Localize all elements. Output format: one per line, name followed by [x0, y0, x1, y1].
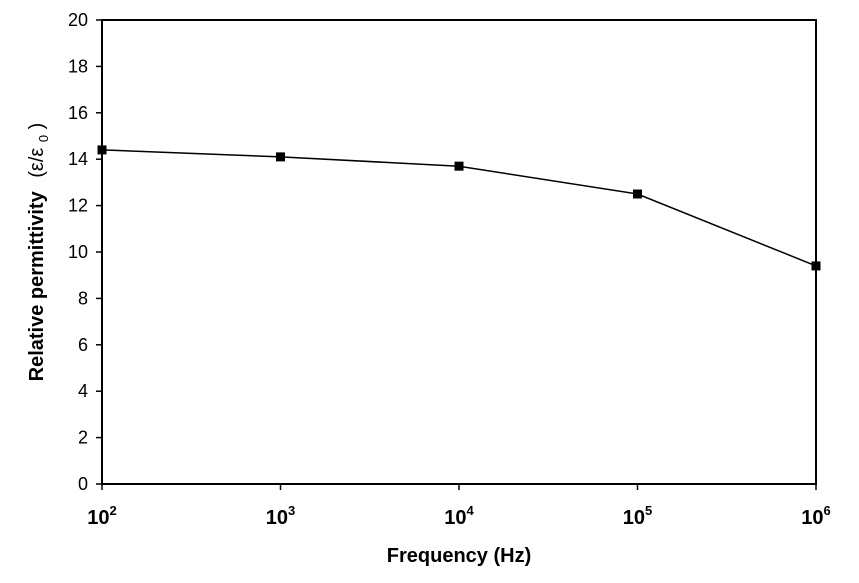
- x-tick-label: 104: [444, 503, 474, 529]
- y-tick-label: 20: [68, 10, 88, 30]
- y-axis-label-symbol-sub: 0: [36, 135, 51, 142]
- y-axis-label-symbol-open: (ε/ε: [26, 148, 48, 178]
- y-axis-label: Relative permittivity (ε/ε 0 ): [26, 123, 53, 382]
- data-point-marker: [811, 261, 821, 271]
- x-axis-label: Frequency (Hz): [387, 545, 531, 567]
- y-tick-label: 12: [68, 196, 88, 216]
- series-layer: [97, 145, 821, 271]
- x-tick-exponent: 5: [645, 503, 652, 518]
- data-point-marker: [276, 152, 285, 162]
- y-tick-label: 16: [68, 103, 88, 123]
- x-axis-ticks: 102 103 104 105 106: [87, 484, 831, 529]
- x-tick-label: 106: [801, 503, 830, 529]
- y-tick-label: 8: [78, 288, 88, 308]
- x-tick-base: 10: [87, 507, 109, 529]
- y-tick-label: 14: [68, 149, 88, 169]
- y-axis-label-main: Relative permittivity: [26, 190, 48, 381]
- y-axis-label-symbol-close: ): [26, 123, 48, 130]
- x-tick-exponent: 4: [467, 503, 475, 518]
- x-tick-base: 10: [801, 507, 823, 529]
- y-tick-label: 0: [78, 474, 88, 494]
- plot-area-frame: [101, 19, 817, 485]
- x-tick-label: 103: [266, 503, 295, 529]
- data-point-marker: [633, 189, 642, 199]
- y-axis-ticks: 0 2 4 6 8 10 12 14 16 18 20: [68, 10, 102, 494]
- data-point-marker: [454, 161, 464, 171]
- x-tick-base: 10: [444, 507, 466, 529]
- x-tick-exponent: 6: [824, 503, 831, 518]
- x-tick-exponent: 2: [110, 503, 117, 518]
- y-tick-label: 6: [78, 335, 88, 355]
- y-tick-label: 18: [68, 56, 88, 76]
- x-tick-exponent: 3: [288, 503, 295, 518]
- x-tick-base: 10: [266, 507, 288, 529]
- x-tick-base: 10: [623, 507, 645, 529]
- y-tick-label: 4: [78, 381, 88, 401]
- y-tick-label: 10: [68, 242, 88, 262]
- y-tick-label: 2: [78, 428, 88, 448]
- x-tick-label: 102: [87, 503, 116, 529]
- x-tick-label: 105: [623, 503, 652, 529]
- data-point-marker: [97, 145, 107, 155]
